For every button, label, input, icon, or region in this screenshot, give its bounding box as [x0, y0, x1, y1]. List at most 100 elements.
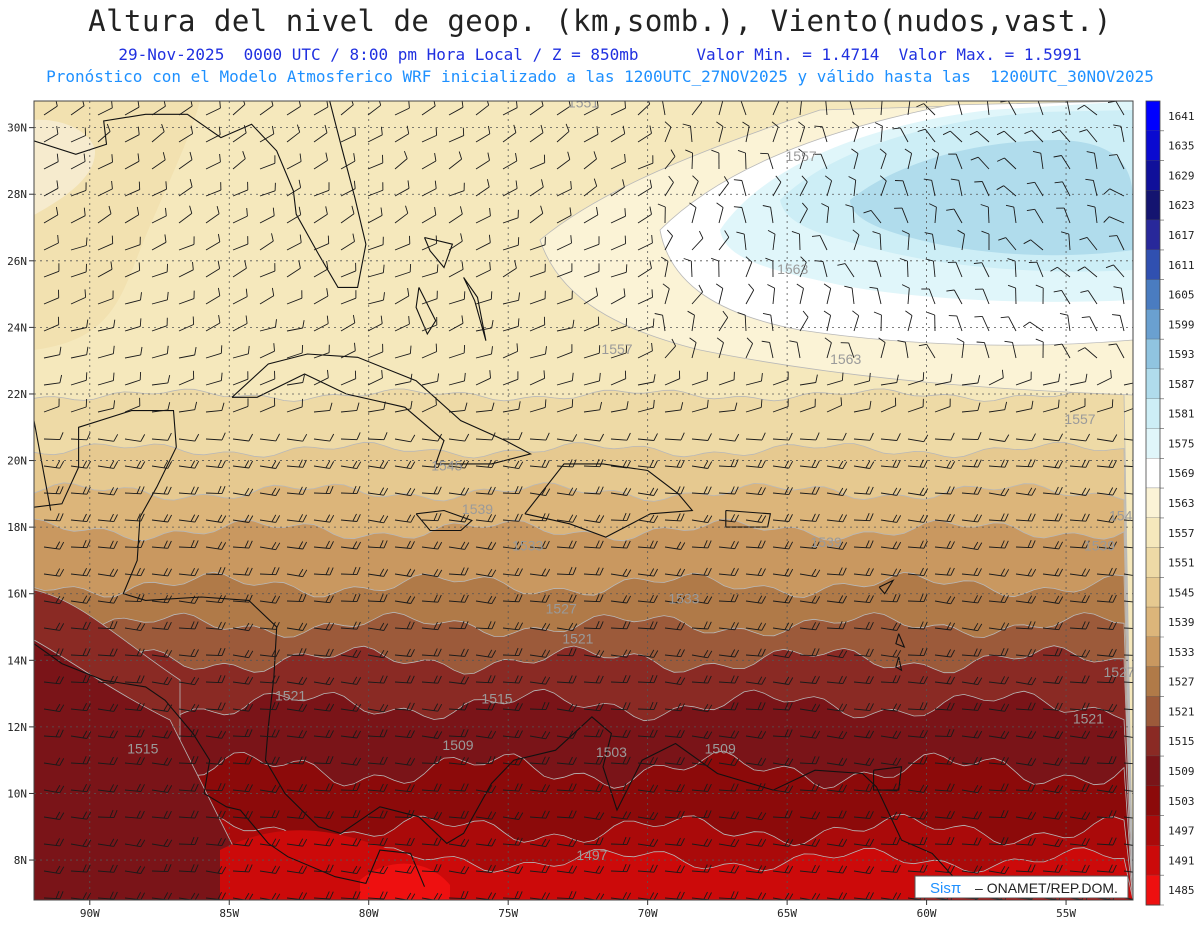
wind-barb [718, 230, 730, 251]
wind-barb [610, 836, 631, 846]
wind-barb [556, 622, 578, 632]
wind-barb [1069, 811, 1091, 820]
wind-barb [475, 595, 497, 605]
wind-barb [394, 235, 411, 251]
wind-barb [851, 121, 860, 143]
wind-barb [826, 487, 848, 497]
wind-barb [232, 260, 247, 278]
map-frame [33, 100, 1134, 901]
wind-barb [205, 541, 227, 550]
wind-barb [745, 783, 766, 792]
wind-barb [448, 702, 469, 711]
wind-barb [664, 175, 674, 197]
wind-barb [529, 540, 550, 549]
wind-barb [637, 568, 658, 577]
wind-barb [502, 292, 521, 305]
wind-barb [394, 648, 415, 657]
wind-barb [718, 310, 729, 332]
wind-barb [1056, 207, 1071, 224]
wind-barb [259, 784, 281, 793]
wind-barb [907, 756, 928, 765]
wind-barb [1015, 783, 1036, 792]
wind-barb [367, 487, 389, 496]
wind-barb [286, 810, 307, 820]
wind-barb [852, 310, 860, 332]
contour-label: 1563 [777, 261, 808, 277]
coastline-segment [873, 766, 903, 791]
wind-barb [97, 621, 118, 630]
wind-barb [1096, 567, 1117, 576]
wind-barb [718, 594, 739, 603]
wind-barb [286, 290, 303, 305]
wind-barb [934, 783, 955, 792]
wind-barb [394, 783, 415, 793]
wind-barb [502, 401, 521, 413]
wind-barb [610, 811, 632, 820]
wind-barb [475, 432, 496, 441]
wind-barb [799, 648, 820, 657]
wind-barb [178, 316, 195, 332]
wind-barb [340, 838, 362, 847]
wind-barb [232, 371, 249, 386]
lon-tick-label: 80W [359, 907, 379, 920]
wind-barb [70, 783, 91, 793]
wind-barb [772, 101, 780, 116]
wind-barb [232, 594, 253, 603]
wind-barb [205, 372, 223, 386]
wind-barb [124, 539, 145, 549]
wind-barb [583, 206, 599, 224]
wind-barb [124, 126, 140, 143]
wind-barb [583, 649, 605, 659]
wind-barb [716, 202, 724, 224]
wind-barb [1123, 789, 1133, 792]
colorbar-swatch [1146, 369, 1160, 400]
wind-barb [502, 702, 523, 711]
wind-barb [1123, 654, 1133, 656]
wind-barb [313, 206, 328, 224]
wind-barb [837, 263, 855, 278]
wind-barb [70, 207, 86, 224]
wind-barb [1096, 399, 1114, 413]
wind-barb [1069, 730, 1091, 739]
wind-barb [799, 374, 818, 386]
wind-barb [448, 676, 469, 685]
wind-barb [880, 622, 902, 631]
wind-barb [1080, 290, 1098, 305]
wind-barb [691, 757, 713, 767]
wind-barb [178, 892, 200, 900]
wind-barb [502, 153, 518, 170]
wind-barb [1077, 347, 1098, 359]
wind-barb [556, 487, 578, 496]
wind-barb [502, 486, 523, 495]
wind-barb [745, 486, 766, 496]
wind-barb [43, 541, 65, 550]
wind-barb [736, 231, 747, 251]
wind-barb [43, 729, 64, 738]
wind-barb [1042, 541, 1063, 550]
wind-barb [97, 290, 114, 305]
wind-barb [421, 864, 442, 873]
wind-barb [97, 460, 119, 469]
coastline-segment [231, 353, 533, 465]
colorbar-label: 1491 [1168, 854, 1195, 867]
wind-barb [232, 345, 250, 359]
wind-barb [718, 402, 738, 413]
wind-barb [637, 234, 653, 251]
lat-tick-label: 12N [7, 721, 27, 734]
wind-barb [610, 729, 631, 738]
wind-barb [880, 397, 897, 413]
wind-barb [502, 675, 523, 684]
wind-barb [664, 541, 686, 550]
wind-barb [259, 595, 281, 604]
wind-barb [43, 374, 63, 386]
wind-barb [934, 595, 956, 605]
wind-barb [367, 837, 388, 846]
wind-barb [367, 891, 388, 900]
wind-barb [988, 648, 1009, 657]
wind-barb [367, 783, 388, 792]
wind-barb [934, 676, 955, 685]
wind-barb [583, 514, 605, 523]
wind-barb [556, 434, 578, 442]
wind-barb [448, 315, 464, 332]
wind-barb [1096, 459, 1117, 468]
